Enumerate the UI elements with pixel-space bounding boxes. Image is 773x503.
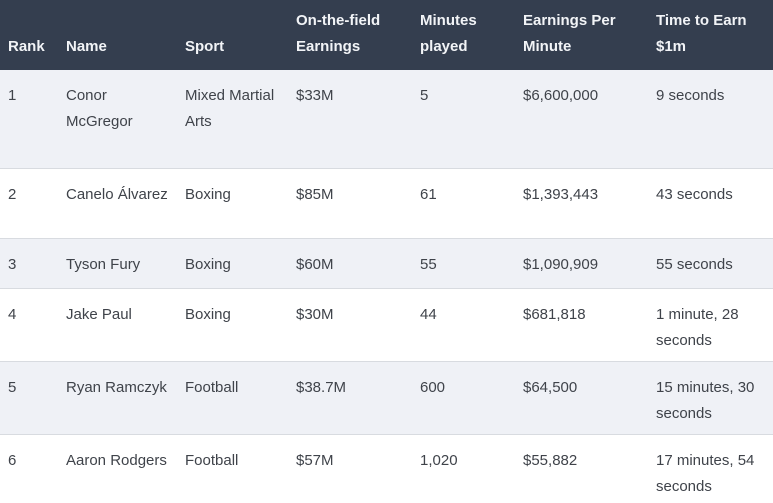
cell-earnings-per-minute: $681,818 bbox=[523, 305, 586, 323]
cell-earnings-per-minute: $64,500 bbox=[523, 378, 578, 396]
cell-earnings-per-minute: $1,393,443 bbox=[523, 185, 599, 203]
column-header-minutes-played: Minutes played bbox=[412, 0, 515, 70]
cell-name: Aaron Rodgers bbox=[66, 451, 167, 469]
cell-minutes-played: 55 bbox=[420, 255, 437, 273]
cell-earnings-per-minute: $6,600,000 bbox=[523, 87, 599, 104]
table-row: 4 Jake Paul Boxing $30M 44 $681,818 1 minute, … bbox=[0, 288, 773, 361]
table-row: 3 Tyson Fury Boxing $60M 55 $1,090,909 55 seco… bbox=[0, 238, 773, 288]
cell-on-the-field-earnings: $85M bbox=[296, 185, 334, 203]
cell-name: Jake Paul bbox=[66, 305, 132, 323]
column-header-rank: Rank bbox=[0, 0, 58, 70]
cell-sport: Boxing bbox=[185, 185, 231, 203]
cell-sport: Boxing bbox=[185, 255, 231, 273]
cell-rank: 6 bbox=[8, 451, 17, 469]
table-row: 6 Aaron Rodgers Football $57M 1,020 $55,882 17… bbox=[0, 434, 773, 503]
cell-rank: 2 bbox=[8, 185, 17, 203]
cell-sport: Mixed Martial Arts bbox=[185, 87, 275, 130]
cell-sport: Football bbox=[185, 451, 239, 469]
cell-on-the-field-earnings: $33M bbox=[296, 87, 334, 104]
cell-on-the-field-earnings: $60M bbox=[296, 255, 334, 273]
cell-name: Tyson Fury bbox=[66, 255, 141, 273]
column-header-time-to-earn-1m: Time to Earn $1m bbox=[648, 0, 773, 70]
cell-minutes-played: 5 bbox=[420, 87, 429, 104]
cell-time-to-earn-1m: 9 seconds bbox=[656, 87, 725, 104]
cell-time-to-earn-1m: 17 minutes, 54 seconds bbox=[656, 451, 755, 495]
cell-time-to-earn-1m: 15 minutes, 30 seconds bbox=[656, 378, 755, 422]
cell-time-to-earn-1m: 55 seconds bbox=[656, 255, 733, 273]
header-row: Rank Name Sport On-the-field Earnings Minute… bbox=[0, 0, 773, 70]
cell-sport: Boxing bbox=[185, 305, 231, 323]
cell-minutes-played: 44 bbox=[420, 305, 437, 323]
column-header-sport: Sport bbox=[177, 0, 288, 70]
cell-name: Ryan Ramczyk bbox=[66, 378, 167, 396]
cell-time-to-earn-1m: 43 seconds bbox=[656, 185, 733, 203]
table-body: 1 Conor McGregor Mixed Martial Arts $33M 5 $6… bbox=[0, 70, 773, 503]
table-header: Rank Name Sport On-the-field Earnings Minute… bbox=[0, 0, 773, 70]
cell-on-the-field-earnings: $38.7M bbox=[296, 378, 347, 396]
cell-earnings-per-minute: $1,090,909 bbox=[523, 255, 599, 273]
cell-minutes-played: 600 bbox=[420, 378, 446, 396]
cell-name: Canelo Álvarez bbox=[66, 185, 168, 203]
cell-on-the-field-earnings: $57M bbox=[296, 451, 334, 469]
column-header-earnings-per-minute: Earnings Per Minute bbox=[515, 0, 648, 70]
cell-rank: 4 bbox=[8, 305, 17, 323]
table-row: 5 Ryan Ramczyk Football $38.7M 600 $64,500 15 … bbox=[0, 361, 773, 434]
cell-sport: Football bbox=[185, 378, 239, 396]
cell-minutes-played: 61 bbox=[420, 185, 437, 203]
cell-on-the-field-earnings: $30M bbox=[296, 305, 334, 323]
column-header-on-the-field-earnings: On-the-field Earnings bbox=[288, 0, 412, 70]
cell-rank: 1 bbox=[8, 87, 17, 104]
cell-minutes-played: 1,020 bbox=[420, 451, 458, 469]
cell-earnings-per-minute: $55,882 bbox=[523, 451, 578, 469]
cell-rank: 5 bbox=[8, 378, 17, 396]
table-row: 1 Conor McGregor Mixed Martial Arts $33M 5 $6… bbox=[0, 70, 773, 168]
table-row: 2 Canelo Álvarez Boxing $85M 61 $1,393,443 43 … bbox=[0, 168, 773, 238]
cell-time-to-earn-1m: 1 minute, 28 seconds bbox=[656, 305, 739, 349]
cell-rank: 3 bbox=[8, 255, 17, 273]
column-header-name: Name bbox=[58, 0, 177, 70]
cell-name: Conor McGregor bbox=[66, 87, 133, 130]
